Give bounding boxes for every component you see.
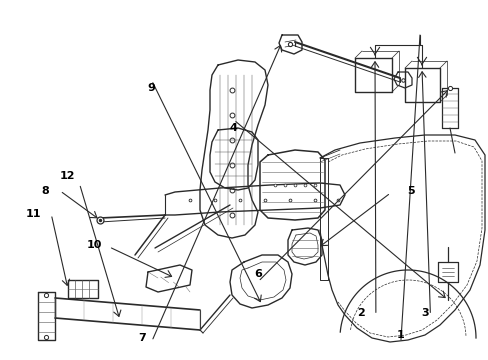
Polygon shape bbox=[291, 233, 317, 259]
Polygon shape bbox=[164, 183, 345, 215]
Polygon shape bbox=[260, 150, 325, 220]
Polygon shape bbox=[279, 35, 302, 54]
Polygon shape bbox=[229, 255, 291, 308]
Polygon shape bbox=[68, 280, 98, 298]
Polygon shape bbox=[437, 262, 457, 282]
Polygon shape bbox=[200, 60, 267, 238]
Polygon shape bbox=[38, 292, 55, 340]
Text: 6: 6 bbox=[254, 269, 262, 279]
Text: 2: 2 bbox=[356, 308, 364, 318]
Polygon shape bbox=[404, 68, 439, 102]
Text: 3: 3 bbox=[421, 308, 428, 318]
Text: 12: 12 bbox=[60, 171, 75, 181]
Text: 1: 1 bbox=[396, 330, 404, 340]
Polygon shape bbox=[393, 72, 411, 88]
Polygon shape bbox=[354, 58, 391, 92]
Polygon shape bbox=[209, 128, 258, 190]
Text: 5: 5 bbox=[406, 186, 414, 196]
Text: 8: 8 bbox=[41, 186, 49, 196]
Text: 10: 10 bbox=[86, 240, 102, 250]
Polygon shape bbox=[240, 262, 285, 300]
Text: 9: 9 bbox=[147, 83, 155, 93]
Polygon shape bbox=[287, 228, 321, 265]
Text: 4: 4 bbox=[229, 123, 237, 133]
Polygon shape bbox=[146, 265, 192, 292]
Text: 11: 11 bbox=[25, 209, 41, 219]
Text: 7: 7 bbox=[138, 333, 145, 343]
